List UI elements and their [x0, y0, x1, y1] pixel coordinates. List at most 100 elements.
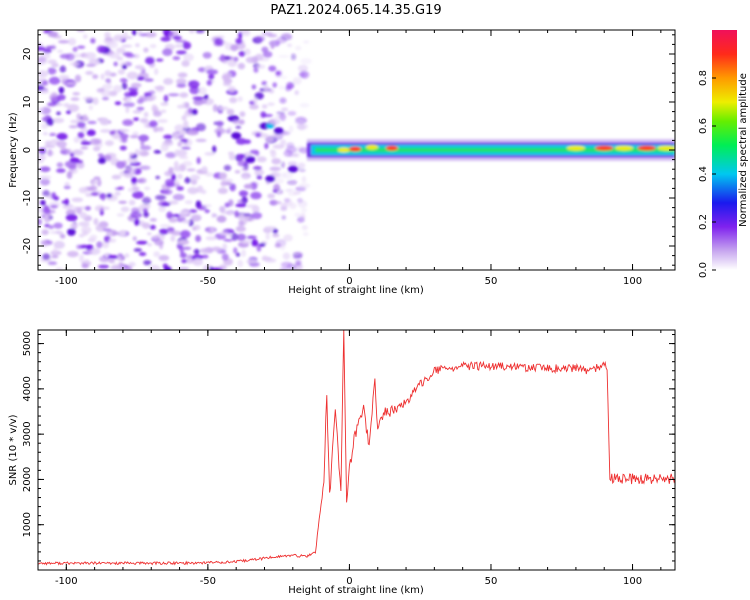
noise-cell	[264, 226, 277, 230]
spectrogram-y-tick-label: 20	[22, 48, 33, 61]
noise-cell	[128, 261, 136, 267]
noise-cell	[164, 178, 175, 187]
noise-cell	[109, 130, 117, 135]
noise-cell	[119, 230, 127, 237]
noise-cell	[179, 92, 189, 98]
noise-cell	[238, 119, 245, 125]
noise-cell	[125, 106, 130, 114]
noise-cell	[246, 204, 259, 209]
noise-cell	[119, 145, 127, 151]
noise-cell	[290, 53, 297, 61]
transition-cell	[266, 123, 275, 129]
noise-cell	[168, 166, 174, 174]
noise-cell	[127, 87, 139, 92]
noise-cell	[256, 175, 263, 180]
noise-cell	[64, 198, 70, 206]
snr-y-tick-label: 3000	[22, 421, 33, 446]
noise-cell	[267, 193, 276, 199]
noise-cell	[44, 140, 52, 146]
noise-cell	[276, 111, 285, 115]
spectrogram-x-tick-label: -100	[55, 276, 78, 287]
noise-cell	[138, 252, 147, 256]
noise-cell	[164, 266, 172, 270]
noise-cell	[47, 67, 57, 75]
noise-cell	[97, 157, 107, 164]
noise-cell	[132, 236, 137, 241]
noise-cell	[144, 56, 155, 65]
noise-cell	[142, 196, 152, 205]
signal-peak-cell	[385, 145, 398, 151]
noise-cell	[269, 149, 276, 155]
noise-cell	[93, 218, 99, 226]
noise-cell	[100, 73, 105, 80]
noise-cell	[148, 120, 158, 128]
noise-cell	[294, 90, 299, 96]
noise-cell	[174, 39, 187, 43]
noise-cell	[230, 44, 239, 52]
noise-cell	[211, 246, 222, 252]
noise-cell	[192, 258, 204, 266]
noise-cell	[112, 84, 123, 93]
noise-cell	[105, 78, 111, 83]
noise-cell	[118, 200, 127, 204]
noise-cell	[185, 258, 193, 265]
noise-cell	[130, 82, 142, 88]
noise-cell	[93, 146, 101, 152]
noise-cell	[90, 38, 96, 44]
noise-cell	[87, 120, 97, 125]
noise-cell	[212, 104, 218, 112]
noise-cell	[51, 255, 59, 259]
noise-cell	[239, 111, 246, 118]
noise-cell	[149, 217, 157, 222]
noise-cell	[114, 101, 122, 106]
noise-cell	[184, 200, 193, 205]
noise-cell	[38, 147, 47, 155]
noise-cell	[85, 63, 96, 67]
noise-cell	[82, 33, 88, 39]
noise-cell	[282, 171, 294, 180]
noise-cell	[71, 197, 84, 203]
noise-cell	[139, 66, 145, 72]
noise-cell	[77, 131, 85, 139]
noise-cell	[42, 207, 51, 214]
noise-cell	[172, 56, 181, 61]
noise-cell	[238, 50, 246, 57]
noise-cell	[50, 209, 56, 214]
transition-cell	[245, 156, 256, 164]
noise-cell	[208, 73, 215, 80]
noise-cell	[67, 228, 76, 236]
noise-cell	[238, 220, 245, 227]
noise-cell	[73, 136, 80, 143]
noise-cell	[148, 264, 161, 270]
noise-cell	[143, 47, 149, 53]
noise-cell	[119, 129, 130, 133]
noise-cell	[167, 93, 180, 97]
noise-cell	[227, 85, 236, 93]
noise-cell	[255, 132, 262, 138]
noise-cell	[85, 71, 94, 75]
noise-cell	[186, 130, 199, 136]
noise-cell	[254, 169, 261, 177]
noise-cell	[101, 240, 110, 249]
colorbar: 0.0 0.2 0.4 0.6 0.8 Normalized spectral ampl…	[698, 30, 749, 278]
noise-cell	[39, 90, 50, 94]
noise-cell	[215, 35, 225, 39]
noise-cell	[237, 96, 243, 102]
noise-cell	[78, 221, 90, 227]
noise-cell	[284, 85, 292, 92]
noise-cell	[281, 107, 289, 112]
noise-cell	[279, 113, 287, 122]
snr-x-tick-label: -50	[200, 576, 216, 587]
noise-cell	[79, 211, 87, 219]
noise-cell	[113, 34, 124, 42]
noise-cell	[106, 193, 113, 198]
noise-cell	[251, 212, 263, 220]
noise-cell	[62, 203, 74, 210]
noise-cell	[219, 172, 228, 180]
noise-cell	[47, 31, 59, 38]
signal-peak-cell	[657, 145, 675, 151]
noise-cell	[146, 96, 154, 102]
noise-cell	[216, 120, 224, 128]
noise-cell	[293, 120, 305, 125]
noise-cell	[76, 161, 85, 169]
